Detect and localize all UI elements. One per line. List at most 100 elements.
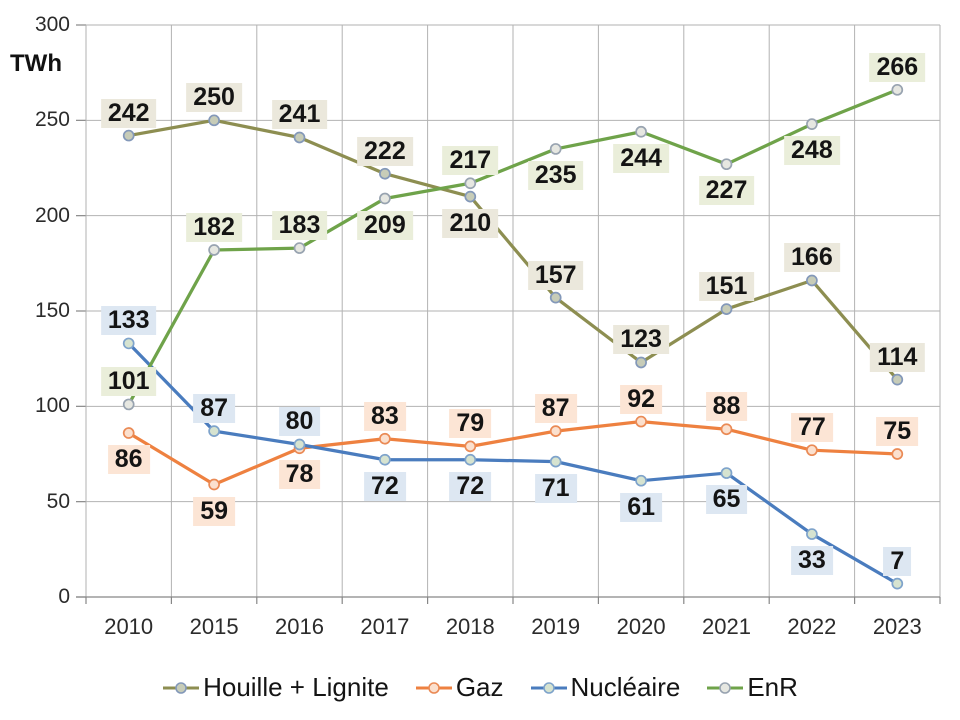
data-label-nucleaire: 87 <box>193 394 235 424</box>
data-point-marker-nucleaire <box>379 453 391 466</box>
data-point-marker-nucleaire <box>635 474 647 487</box>
data-label-houille-lignite: 222 <box>357 136 413 166</box>
data-label-nucleaire: 133 <box>100 306 157 336</box>
data-label-nucleaire: 61 <box>620 492 662 522</box>
y-tick-label: 50 <box>46 489 70 513</box>
legend-marker-gaz <box>415 681 452 694</box>
data-point-marker-enr <box>122 398 135 411</box>
data-point-marker-gaz <box>549 425 562 437</box>
data-label-nucleaire: 80 <box>278 407 321 437</box>
data-label-houille-lignite: 166 <box>784 243 840 273</box>
data-point-marker-houille-lignite <box>806 274 818 287</box>
data-label-enr: 183 <box>271 211 328 241</box>
series-line-houille-lignite <box>127 118 899 382</box>
data-label-gaz: 59 <box>193 496 235 526</box>
data-label-houille-lignite: 157 <box>527 260 584 290</box>
legend-label-enr: EnR <box>747 672 798 702</box>
data-label-enr: 266 <box>869 52 926 82</box>
data-point-marker-nucleaire <box>464 453 477 466</box>
data-label-nucleaire: 65 <box>705 485 748 515</box>
y-tick-label: 300 <box>34 13 70 36</box>
data-label-gaz: 87 <box>534 394 577 424</box>
series-line-enr <box>127 88 899 407</box>
data-point-marker-gaz <box>122 427 135 439</box>
data-point-marker-gaz <box>379 432 391 445</box>
data-point-marker-enr <box>891 83 904 96</box>
data-point-marker-enr <box>208 244 220 256</box>
x-tick-label: 2010 <box>104 614 154 639</box>
data-label-houille-lignite: 250 <box>186 83 242 113</box>
data-point-marker-houille-lignite <box>208 114 220 127</box>
data-label-houille-lignite: 123 <box>613 325 669 355</box>
data-label-houille-lignite: 242 <box>100 98 157 128</box>
data-point-marker-houille-lignite <box>379 167 391 180</box>
data-point-marker-houille-lignite <box>720 303 733 315</box>
data-point-marker-nucleaire <box>549 455 562 468</box>
data-point-marker-enr <box>293 242 306 254</box>
legend-marker-nucleaire <box>530 681 567 694</box>
legend-marker-houille-lignite <box>163 681 200 694</box>
y-tick-label: 250 <box>34 108 70 132</box>
data-label-houille-lignite: 151 <box>698 272 755 302</box>
legend-item-nucleaire: Nucléaire <box>530 672 681 703</box>
data-label-houille-lignite: 114 <box>870 342 925 372</box>
data-label-nucleaire: 72 <box>363 471 406 501</box>
x-tick-label: 2016 <box>275 614 324 639</box>
series-line-nucleaire <box>127 341 899 586</box>
data-label-gaz: 78 <box>278 460 321 490</box>
data-point-marker-enr <box>806 118 818 130</box>
data-point-marker-houille-lignite <box>635 356 647 369</box>
data-point-marker-gaz <box>208 478 220 491</box>
legend-item-gaz: Gaz <box>415 672 504 703</box>
data-label-enr: 182 <box>186 212 242 242</box>
x-tick-label: 2020 <box>616 614 666 639</box>
x-tick-label: 2017 <box>360 614 410 639</box>
legend-marker-enr <box>707 681 744 694</box>
data-label-enr: 248 <box>784 136 840 166</box>
y-tick-label: 0 <box>58 585 70 608</box>
data-label-gaz: 75 <box>876 417 919 446</box>
x-tick-label: 2023 <box>872 614 922 639</box>
data-label-enr: 101 <box>100 367 157 397</box>
y-tick-label: 150 <box>34 299 70 322</box>
x-tick-label: 2015 <box>189 614 239 639</box>
data-label-gaz: 92 <box>620 384 662 414</box>
y-axis-title: TWh <box>10 50 62 77</box>
data-point-marker-houille-lignite <box>549 291 562 304</box>
data-point-marker-nucleaire <box>208 425 220 437</box>
data-point-marker-enr <box>720 158 733 171</box>
data-point-marker-gaz <box>891 448 904 460</box>
legend-item-enr: EnR <box>706 672 798 703</box>
legend-label-nucleaire: Nucléaire <box>570 672 681 702</box>
series-line-gaz <box>127 419 899 487</box>
data-point-marker-enr <box>635 125 647 138</box>
x-tick-label: 2021 <box>702 614 751 639</box>
data-point-marker-enr <box>549 143 562 155</box>
data-point-marker-houille-lignite <box>891 373 904 386</box>
data-point-marker-nucleaire <box>122 337 135 350</box>
data-point-marker-gaz <box>806 444 818 457</box>
data-point-marker-nucleaire <box>891 577 904 590</box>
data-point-marker-gaz <box>635 415 647 428</box>
y-tick-label: 100 <box>34 394 70 418</box>
data-label-enr: 244 <box>613 143 669 173</box>
data-point-marker-nucleaire <box>293 438 306 451</box>
data-label-gaz: 88 <box>705 392 748 422</box>
x-tick-label: 2019 <box>531 614 581 639</box>
legend-label-houille-lignite: Houille + Lignite <box>203 672 389 702</box>
data-point-marker-gaz <box>464 440 477 453</box>
data-label-enr: 209 <box>357 210 413 240</box>
data-label-enr: 227 <box>698 176 755 206</box>
data-point-marker-nucleaire <box>806 528 818 540</box>
data-label-houille-lignite: 210 <box>442 208 499 238</box>
y-tick-label: 200 <box>34 203 70 227</box>
data-point-marker-nucleaire <box>720 467 733 479</box>
data-label-nucleaire: 71 <box>534 473 577 503</box>
data-label-nucleaire: 33 <box>790 546 833 576</box>
data-point-marker-gaz <box>720 423 733 436</box>
data-label-gaz: 79 <box>449 409 492 439</box>
data-point-marker-houille-lignite <box>464 190 477 203</box>
data-point-marker-enr <box>464 177 477 190</box>
